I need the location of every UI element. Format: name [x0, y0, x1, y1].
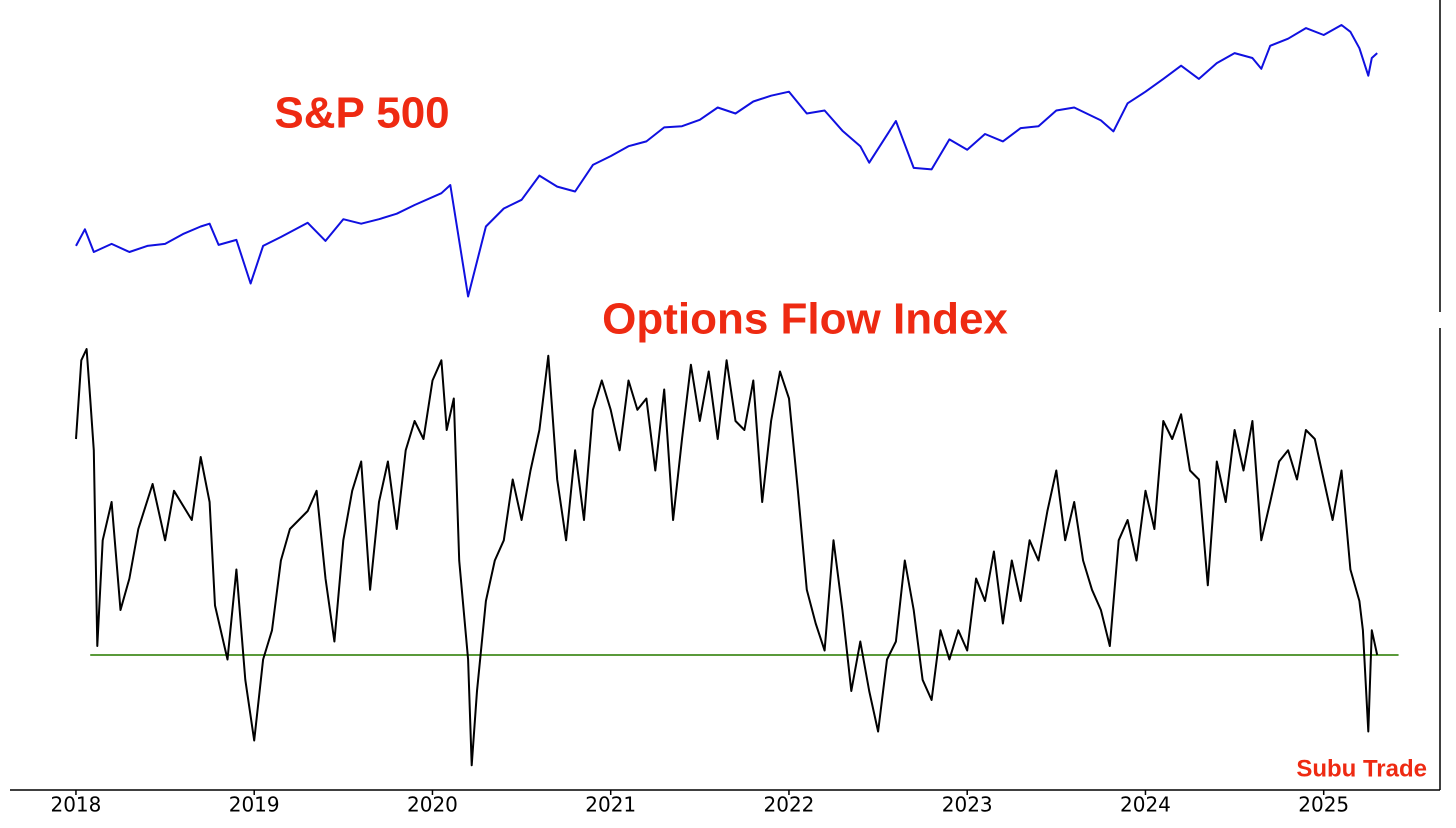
x-tick-label: 2018 — [50, 793, 101, 817]
series-line — [75, 348, 1379, 767]
series-line — [75, 24, 1378, 298]
top-title: S&P 500 — [274, 89, 449, 138]
x-tick-label: 2021 — [585, 793, 636, 817]
x-tick-label: 2025 — [1298, 793, 1349, 817]
x-tick-label: 2019 — [229, 793, 280, 817]
watermark: Subu Trade — [1296, 755, 1427, 782]
x-tick-label: 2020 — [407, 793, 458, 817]
x-tick-label: 2024 — [1120, 793, 1171, 817]
bottom-title: Options Flow Index — [602, 295, 1008, 344]
x-tick-label: 2022 — [764, 793, 815, 817]
x-tick-label: 2023 — [942, 793, 993, 817]
